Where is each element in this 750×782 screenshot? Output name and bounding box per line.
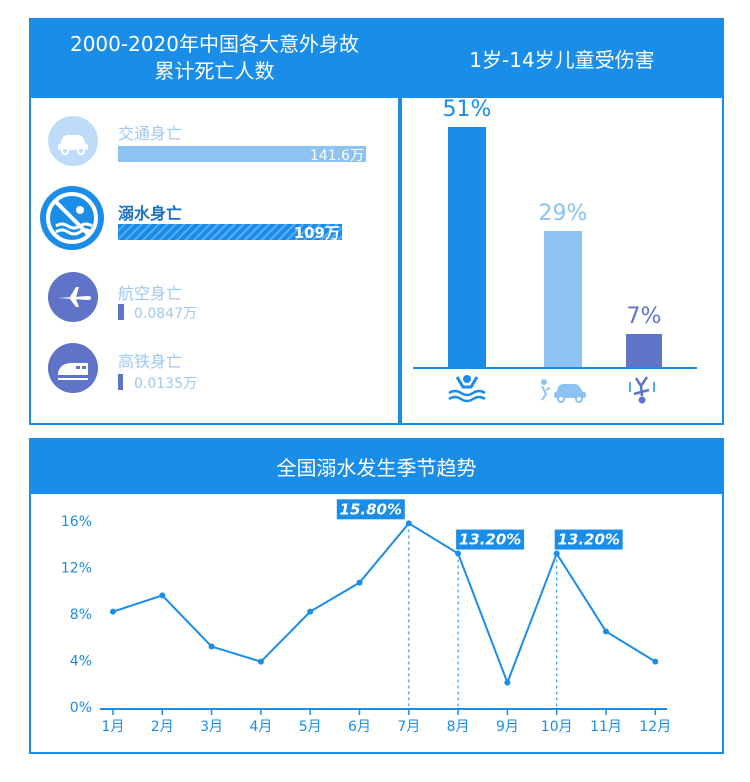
child-injury-bar-1 bbox=[448, 127, 486, 367]
child-injury-baseline bbox=[413, 367, 697, 369]
airplane-icon bbox=[48, 272, 98, 322]
drowning-value: 109万 bbox=[293, 224, 340, 242]
child-injury-title: 1岁-14岁儿童受伤害 bbox=[400, 18, 724, 98]
child-injury-bar-2 bbox=[544, 230, 582, 367]
rail-bar bbox=[118, 374, 123, 390]
drowning-bar bbox=[118, 224, 342, 240]
aviation-value: 0.0847万 bbox=[134, 306, 197, 322]
no-swimming-icon bbox=[40, 186, 104, 250]
aviation-label: 航空身亡 bbox=[118, 284, 183, 303]
train-icon bbox=[48, 343, 98, 393]
car-accident-icon bbox=[538, 376, 588, 404]
drowning-label: 溺水身亡 bbox=[118, 204, 183, 223]
falling-person-icon bbox=[626, 372, 658, 406]
seasonal-trend-title: 全国溺水发生季节趋势 bbox=[29, 438, 724, 494]
panel-divider bbox=[400, 98, 401, 423]
rail-label: 高铁身亡 bbox=[118, 352, 183, 371]
rail-value: 0.0135万 bbox=[134, 376, 197, 392]
aviation-bar bbox=[118, 304, 124, 320]
child-injury-bar-3 bbox=[626, 334, 662, 367]
accident-deaths-title: 2000-2020年中国各大意外身故 累计死亡人数 bbox=[29, 18, 400, 98]
child-injury-pct-2: 29% bbox=[538, 200, 588, 226]
car-icon bbox=[48, 116, 98, 166]
traffic-bar bbox=[118, 146, 366, 162]
traffic-label: 交通身亡 bbox=[118, 124, 183, 143]
child-injury-pct-3: 7% bbox=[626, 304, 662, 330]
child-injury-pct-1: 51% bbox=[442, 97, 492, 122]
drowning-icon bbox=[445, 373, 489, 405]
traffic-value: 141.6万 bbox=[309, 148, 364, 164]
